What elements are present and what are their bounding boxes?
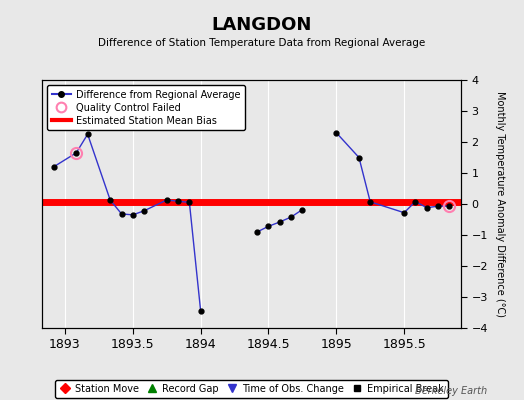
Text: LANGDON: LANGDON xyxy=(212,16,312,34)
Legend: Station Move, Record Gap, Time of Obs. Change, Empirical Break: Station Move, Record Gap, Time of Obs. C… xyxy=(55,380,448,398)
Text: Difference of Station Temperature Data from Regional Average: Difference of Station Temperature Data f… xyxy=(99,38,425,48)
Text: Berkeley Earth: Berkeley Earth xyxy=(415,386,487,396)
Y-axis label: Monthly Temperature Anomaly Difference (°C): Monthly Temperature Anomaly Difference (… xyxy=(495,91,505,317)
